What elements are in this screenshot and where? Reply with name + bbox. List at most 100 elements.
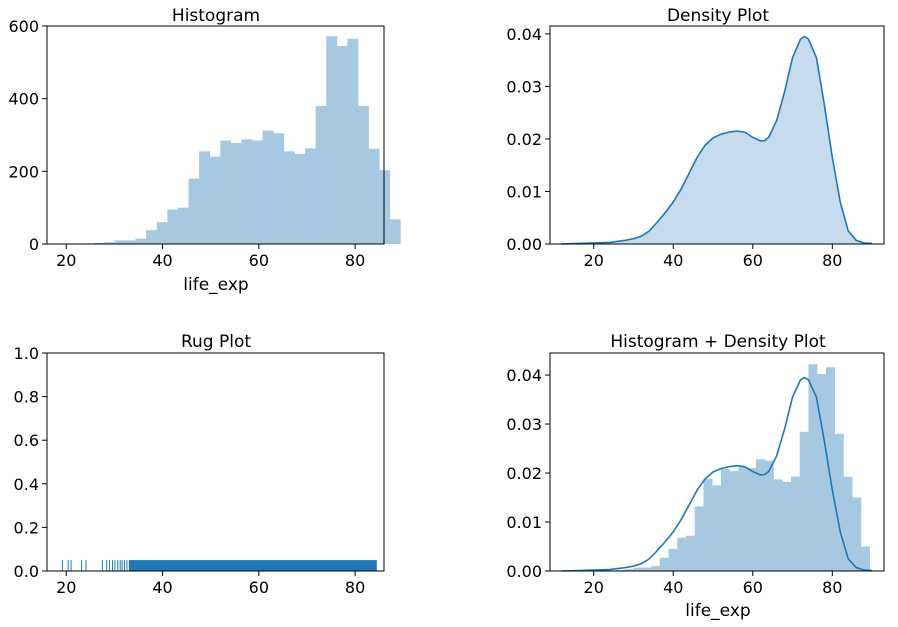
histogram-bar [135,238,147,244]
histogram-bar [347,38,359,244]
rug-xtick-label: 40 [152,578,172,597]
rug-rug-band [128,560,377,571]
histogram-bar [177,207,189,244]
hist-density-ytick-label: 0.03 [506,415,542,434]
hist-density-bar [852,497,862,571]
histogram-bar [358,105,369,245]
density-frame [549,25,885,245]
histogram-bar [209,156,221,244]
histogram-bar [199,151,211,244]
rug-xtick-label: 60 [249,578,269,597]
hist-density-xtick-label: 40 [663,578,683,597]
hist-density-frame [549,352,885,572]
histogram-bar [124,240,136,244]
rug-ytick-label: 0.6 [14,431,39,450]
histogram-bar [262,130,274,244]
hist-density-bar [782,481,792,571]
hist-density-ytick-label: 0.02 [506,464,542,483]
hist-density-bar [651,566,661,571]
histogram-frame [46,25,385,245]
histogram-ytick-label: 0 [29,235,39,254]
hist-density-bar [703,478,713,571]
density-area-fill [561,36,873,245]
histogram-ytick-label: 200 [8,162,39,181]
hist-density-bar [843,476,853,571]
density-ytick-label: 0.02 [506,130,542,149]
histogram-xtick-label: 80 [345,251,365,270]
hist-density-density-line [561,376,873,572]
hist-density-bar [799,431,809,571]
density-density-line [561,35,873,245]
hist-density-xtick-label: 20 [584,578,604,597]
hist-density-bar [624,569,634,571]
hist-density-title: Histogram + Density Plot [610,332,826,352]
hist-density-bar [729,471,739,571]
hist-density-bar [773,479,783,571]
hist-density-ytick-label: 0.04 [506,366,542,385]
density-title: Density Plot [667,6,769,26]
rug-panel: Rug Plot 20 40 60 80 0.0 0.2 0.4 0.6 0.8 1.0 [14,332,385,597]
histogram-plot-area [61,36,401,245]
histogram-bar [252,140,263,244]
hist-density-bar [712,485,722,571]
histogram-bar [114,240,126,244]
hist-density-xtick-label: 60 [743,578,763,597]
histogram-bar [305,148,316,244]
histogram-xtick-label: 20 [56,251,76,270]
hist-density-panel: Histogram + Density Plot life_exp 20 40 60… [506,332,885,621]
histogram-bar [283,151,295,244]
rug-ytick-label: 0.8 [14,388,39,407]
density-plot-area [561,35,873,245]
density-xtick-label: 80 [822,251,842,270]
hist-density-ytick-label: 0.01 [506,513,542,532]
histogram-xtick-label: 40 [152,251,172,270]
histogram-bar [146,230,158,244]
rug-xtick-label: 20 [56,578,76,597]
hist-density-bar [825,367,835,571]
hist-density-bar [694,506,704,571]
histogram-bar [273,133,285,244]
density-ytick-label: 0.04 [506,25,542,44]
rug-ytick-label: 1.0 [14,344,39,363]
rug-frame [46,352,385,572]
histogram-title: Histogram [172,6,260,26]
hist-density-plot-area [561,364,873,572]
hist-density-xtick-label: 80 [822,578,842,597]
density-xtick-label: 20 [584,251,604,270]
histogram-bar [93,242,105,244]
hist-density-bar [720,469,731,571]
hist-density-bar [808,364,818,571]
rug-ytick-label: 0.0 [14,562,39,581]
hist-density-bar [817,374,827,571]
hist-density-bar [747,468,757,571]
rug-plot-area [61,560,377,571]
hist-density-bar [860,546,870,571]
density-ytick-label: 0.01 [506,182,542,201]
histogram-bar [315,105,327,245]
hist-density-bar [677,537,687,571]
histogram-bar [326,36,338,244]
histogram-bar [241,139,253,244]
hist-density-bar [738,467,748,571]
histogram-panel: Histogram life_exp 20 40 60 80 0 200 400 600 [8,6,401,295]
hist-density-bar [790,476,801,571]
rug-xtick-label: 80 [345,578,365,597]
histogram-ytick-label: 600 [8,17,39,36]
histogram-bar [220,140,232,244]
histogram-bar [156,222,168,244]
histogram-bar [188,178,200,244]
hist-density-bar [642,567,652,571]
density-ytick-label: 0.03 [506,77,542,96]
hist-density-ytick-label: 0.00 [506,562,542,581]
histogram-bar [379,170,391,244]
histogram-xtick-label: 60 [249,251,269,270]
rug-ytick-label: 0.4 [14,475,39,494]
histogram-bar [368,148,380,244]
hist-density-bar [755,459,766,571]
histogram-xlabel: life_exp [183,275,248,295]
hist-density-bar [685,535,696,571]
hist-density-bar [668,548,678,571]
density-xtick-label: 40 [663,251,683,270]
hist-density-bar [633,567,643,571]
